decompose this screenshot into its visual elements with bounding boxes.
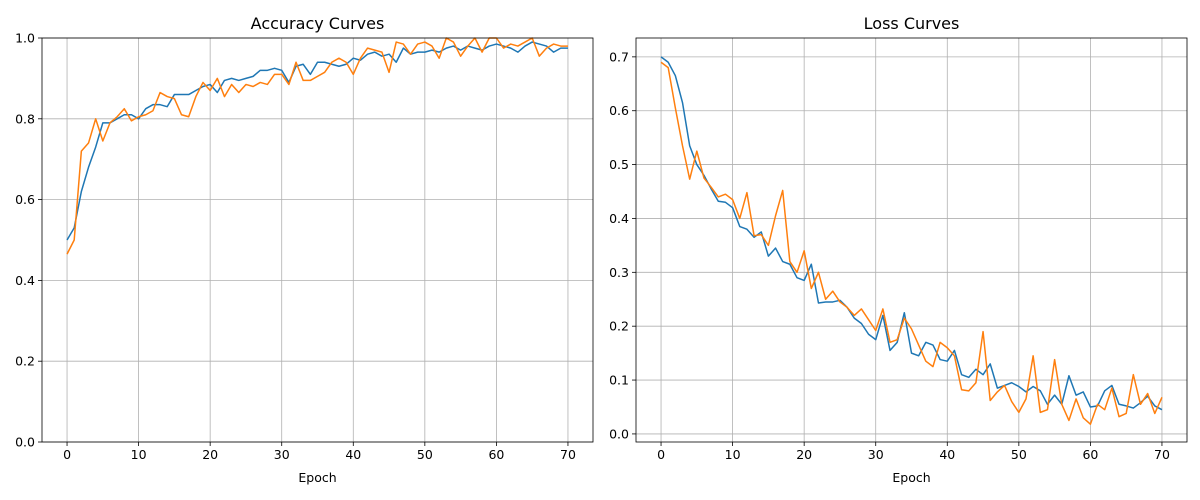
accuracy-series-0-line: [66, 41, 568, 241]
loss-xtick-label-4: 40: [939, 447, 955, 462]
accuracy-xtick-label-1: 10: [131, 447, 147, 462]
accuracy-ytick-label-1: 0.2: [15, 354, 35, 369]
loss-xtick-label-0: 0: [657, 447, 665, 462]
accuracy-ytick-label-3: 0.6: [15, 192, 35, 207]
accuracy-axes-frame: [41, 37, 594, 443]
accuracy-ytick-label-4: 0.8: [15, 111, 35, 126]
loss-ytick-label-4: 0.4: [609, 211, 629, 226]
accuracy-chart-title: Accuracy Curves: [251, 14, 385, 33]
loss-x-axis-label: Epoch: [892, 470, 930, 485]
loss-chart: 0 10 20 30 40 50 60 70 0.0 0.1 0.2 0.3 0.4 0.5 0.6 0.7 L…: [609, 14, 1188, 485]
loss-xtick-label-1: 10: [725, 447, 741, 462]
loss-ytick-label-5: 0.5: [609, 157, 629, 172]
loss-axes-frame: [635, 37, 1188, 443]
loss-series-1-line: [660, 61, 1163, 425]
loss-ytick-label-2: 0.2: [609, 319, 629, 334]
loss-series-0-line: [660, 56, 1163, 411]
loss-xtick-label-6: 60: [1082, 447, 1098, 462]
accuracy-ytick-label-5: 1.0: [15, 31, 35, 46]
accuracy-xtick-label-7: 70: [560, 447, 576, 462]
accuracy-xtick-label-6: 60: [488, 447, 504, 462]
accuracy-xtick-label-0: 0: [63, 447, 71, 462]
loss-xtick-label-2: 20: [796, 447, 812, 462]
loss-ytick-label-7: 0.7: [609, 49, 629, 64]
accuracy-xtick-label-5: 50: [417, 447, 433, 462]
accuracy-ytick-label-2: 0.4: [15, 273, 35, 288]
accuracy-xtick-label-4: 40: [345, 447, 361, 462]
accuracy-series-1-line: [66, 37, 568, 255]
accuracy-ytick-label-0: 0.0: [15, 435, 35, 450]
loss-xtick-label-3: 30: [868, 447, 884, 462]
loss-xtick-label-7: 70: [1154, 447, 1170, 462]
loss-ytick-label-3: 0.3: [609, 265, 629, 280]
loss-ytick-label-1: 0.1: [609, 373, 629, 388]
accuracy-xtick-label-3: 30: [274, 447, 290, 462]
accuracy-chart: 0 10 20 30 40 50 60 70 0.0 0.2 0.4 0.6 0.8 1.0 Accurac…: [15, 14, 594, 485]
accuracy-xtick-label-2: 20: [202, 447, 218, 462]
loss-xtick-label-5: 50: [1011, 447, 1027, 462]
loss-chart-title: Loss Curves: [864, 14, 960, 33]
loss-ytick-label-6: 0.6: [609, 103, 629, 118]
loss-ytick-label-0: 0.0: [609, 426, 629, 441]
accuracy-x-axis-label: Epoch: [298, 470, 336, 485]
